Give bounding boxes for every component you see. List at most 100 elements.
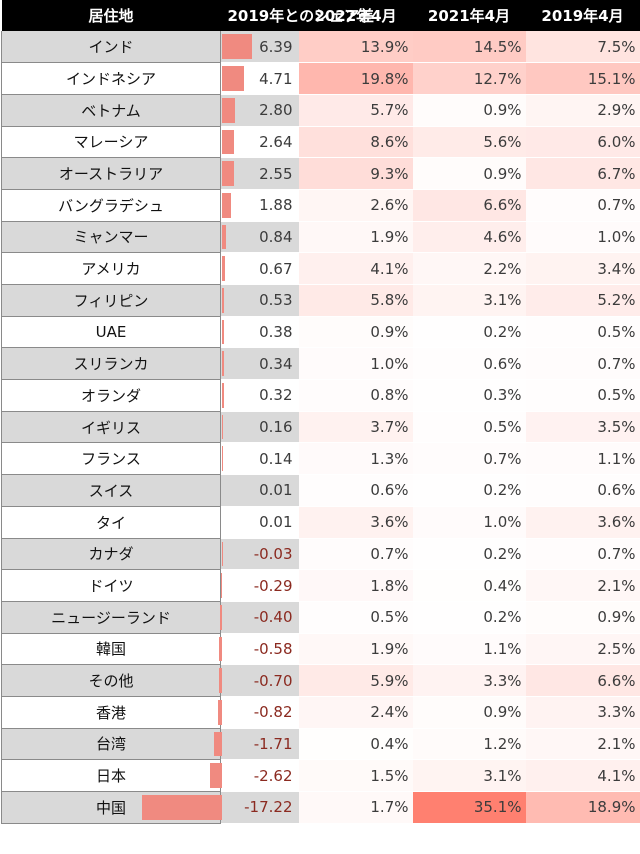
share-diff-cell: 2.55 xyxy=(220,157,299,190)
share-diff-cell: -17.22 xyxy=(142,791,299,824)
share-2022-cell: 3.6% xyxy=(298,506,413,539)
share-diff-value: 2.64 xyxy=(259,132,293,151)
residence-cell: タイ xyxy=(1,506,221,539)
share-2021-cell: 35.1% xyxy=(412,791,526,824)
residence-cell: その他 xyxy=(1,664,221,697)
share-2021-cell: 4.6% xyxy=(412,221,526,254)
share-diff-value: 2.55 xyxy=(259,164,293,183)
share-diff-value: 0.84 xyxy=(259,227,293,246)
table-row: 中国 -17.22 1.7% 35.1% 18.9% xyxy=(1,791,640,824)
residence-cell: ベトナム xyxy=(1,94,221,127)
share-diff-value: 2.80 xyxy=(259,101,293,120)
share-2022-cell: 5.9% xyxy=(298,664,413,697)
table-row: スリランカ 0.34 1.0% 0.6% 0.7% xyxy=(1,347,640,381)
table-row: フィリピン 0.53 5.8% 3.1% 5.2% xyxy=(1,284,640,317)
share-diff-bar xyxy=(222,446,223,472)
share-diff-cell: 0.53 xyxy=(220,284,299,317)
share-diff-bar xyxy=(222,288,225,313)
share-2019-cell: 7.5% xyxy=(525,31,640,64)
share-2022-cell: 19.8% xyxy=(298,62,413,95)
residence-cell: 日本 xyxy=(1,759,221,792)
share-2022-cell: 1.5% xyxy=(298,759,413,792)
share-diff-cell: 4.71 xyxy=(220,62,299,95)
share-2019-cell: 0.9% xyxy=(525,601,640,634)
residence-cell: 香港 xyxy=(1,696,221,729)
table-row: ドイツ -0.29 1.8% 0.4% 2.1% xyxy=(1,569,640,602)
header-residence: 居住地 xyxy=(1,0,221,31)
share-diff-bar xyxy=(222,383,224,408)
residence-cell: マレーシア xyxy=(1,126,221,159)
share-2019-cell: 2.5% xyxy=(525,633,640,666)
residence-cell: フィリピン xyxy=(1,284,221,317)
share-diff-value: 6.39 xyxy=(259,37,293,56)
share-diff-value: -0.58 xyxy=(253,639,293,658)
share-diff-cell: 0.34 xyxy=(220,347,299,381)
residence-cell: バングラデシュ xyxy=(1,189,221,222)
share-diff-cell: 0.32 xyxy=(220,379,299,412)
share-2019-cell: 3.3% xyxy=(525,696,640,729)
share-diff-bar xyxy=(222,97,236,123)
share-diff-cell: 0.38 xyxy=(220,316,299,349)
header-share-diff: 2019年とのシェア差 xyxy=(220,0,374,31)
table-row: 韓国 -0.58 1.9% 1.1% 2.5% xyxy=(1,633,640,666)
table-row: 台湾 -1.71 0.4% 1.2% 2.1% xyxy=(1,728,640,761)
share-diff-value: -0.82 xyxy=(253,703,293,722)
share-2021-cell: 0.2% xyxy=(412,538,526,571)
share-2022-cell: 2.6% xyxy=(298,189,413,222)
table-row: カナダ -0.03 0.7% 0.2% 0.7% xyxy=(1,538,640,571)
share-2019-cell: 3.4% xyxy=(525,252,640,285)
share-diff-cell: -0.70 xyxy=(218,664,299,697)
share-diff-cell: 0.67 xyxy=(220,252,299,285)
share-2022-cell: 0.6% xyxy=(298,474,413,507)
share-2022-cell: 9.3% xyxy=(298,157,413,190)
share-diff-value: -0.40 xyxy=(253,608,293,627)
share-diff-value: 0.38 xyxy=(259,323,293,342)
share-diff-value: 4.71 xyxy=(259,69,293,88)
header-2019-apr: 2019年4月 xyxy=(525,0,640,31)
share-2021-cell: 0.7% xyxy=(412,442,526,476)
share-diff-value: -0.70 xyxy=(253,671,293,690)
share-diff-cell: 2.64 xyxy=(220,126,299,159)
share-diff-value: -17.22 xyxy=(244,798,293,817)
table-row: フランス 0.14 1.3% 0.7% 1.1% xyxy=(1,442,640,476)
share-2021-cell: 3.1% xyxy=(412,284,526,317)
residence-cell: UAE xyxy=(1,316,221,349)
share-diff-value: 0.67 xyxy=(259,259,293,278)
share-diff-cell: 6.39 xyxy=(220,31,299,64)
share-2021-cell: 3.3% xyxy=(412,664,526,697)
share-diff-value: 0.32 xyxy=(259,386,293,405)
share-diff-cell: 0.16 xyxy=(220,411,299,444)
share-2021-cell: 0.2% xyxy=(412,316,526,349)
share-2019-cell: 0.5% xyxy=(525,316,640,349)
share-2019-cell: 2.1% xyxy=(525,728,640,761)
share-2019-cell: 15.1% xyxy=(525,62,640,95)
table-body: インド 6.39 13.9% 14.5% 7.5% インドネシア 4.71 19.8% 12.7… xyxy=(1,31,640,824)
table-row: タイ 0.01 3.6% 1.0% 3.6% xyxy=(1,506,640,539)
table-row: インド 6.39 13.9% 14.5% 7.5% xyxy=(1,31,640,64)
share-diff-bar xyxy=(220,604,222,630)
share-2019-cell: 3.5% xyxy=(525,411,640,444)
share-diff-bar xyxy=(218,668,222,693)
share-diff-bar xyxy=(209,763,222,788)
share-2022-cell: 1.9% xyxy=(298,221,413,254)
share-2019-cell: 6.6% xyxy=(525,664,640,697)
residence-cell: ニュージーランド xyxy=(1,601,221,634)
table-row: ミャンマー 0.84 1.9% 4.6% 1.0% xyxy=(1,221,640,254)
share-2019-cell: 0.6% xyxy=(525,474,640,507)
share-2019-cell: 1.1% xyxy=(525,442,640,476)
share-2019-cell: 4.1% xyxy=(525,759,640,792)
table-row: 香港 -0.82 2.4% 0.9% 3.3% xyxy=(1,696,640,729)
share-2019-cell: 0.5% xyxy=(525,379,640,412)
share-2021-cell: 0.4% xyxy=(412,569,526,602)
share-diff-bar xyxy=(220,573,222,598)
share-2021-cell: 12.7% xyxy=(412,62,526,95)
share-2022-cell: 4.1% xyxy=(298,252,413,285)
residence-cell: インドネシア xyxy=(1,62,221,95)
share-diff-value: 1.88 xyxy=(259,196,293,215)
share-diff-cell: 0.84 xyxy=(220,221,299,254)
table-row: スイス 0.01 0.6% 0.2% 0.6% xyxy=(1,474,640,507)
share-2019-cell: 0.7% xyxy=(525,347,640,381)
residence-cell: ミャンマー xyxy=(1,221,221,254)
table-row: ニュージーランド -0.40 0.5% 0.2% 0.9% xyxy=(1,601,640,634)
share-diff-bar xyxy=(222,256,226,281)
